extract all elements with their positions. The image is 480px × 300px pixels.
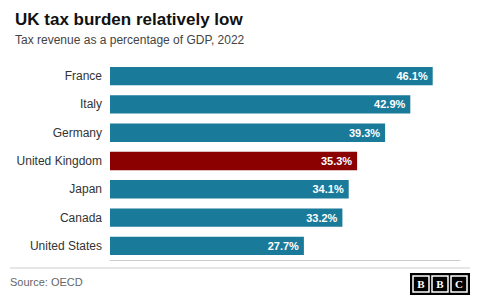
svg-text:42.9%: 42.9% <box>374 98 405 110</box>
svg-text:B: B <box>417 278 425 290</box>
svg-text:35.3%: 35.3% <box>321 155 352 167</box>
svg-text:B: B <box>436 278 444 290</box>
svg-text:27.7%: 27.7% <box>268 240 299 252</box>
svg-text:UK tax burden relatively low: UK tax burden relatively low <box>15 10 243 29</box>
svg-text:33.2%: 33.2% <box>306 212 337 224</box>
svg-text:34.1%: 34.1% <box>312 183 343 195</box>
svg-text:Germany: Germany <box>53 126 102 140</box>
svg-text:39.3%: 39.3% <box>349 127 380 139</box>
svg-text:United States: United States <box>30 239 102 253</box>
svg-text:C: C <box>455 278 463 290</box>
svg-text:Japan: Japan <box>69 182 102 196</box>
svg-text:France: France <box>65 69 103 83</box>
svg-text:Italy: Italy <box>80 97 102 111</box>
svg-text:Source: OECD: Source: OECD <box>10 276 83 288</box>
svg-text:Tax revenue as a percentage of: Tax revenue as a percentage of GDP, 2022 <box>15 33 245 47</box>
svg-text:46.1%: 46.1% <box>396 70 427 82</box>
svg-text:Canada: Canada <box>60 211 102 225</box>
svg-text:United Kingdom: United Kingdom <box>17 154 102 168</box>
